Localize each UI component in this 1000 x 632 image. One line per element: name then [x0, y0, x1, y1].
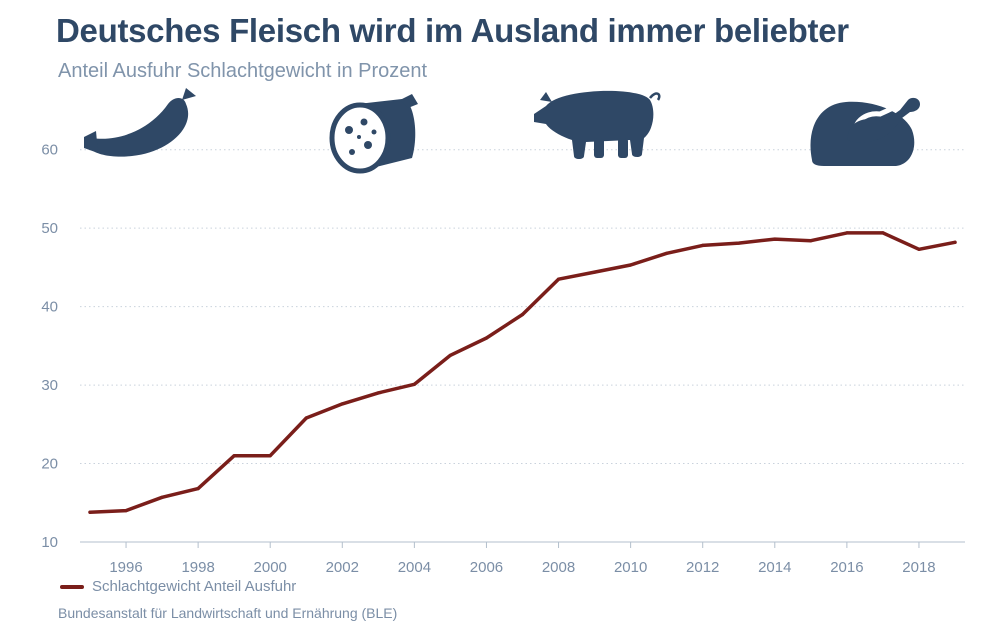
data-point — [304, 416, 308, 420]
data-point — [88, 510, 92, 514]
data-point — [124, 509, 128, 513]
legend-swatch — [60, 584, 84, 589]
data-point — [484, 336, 489, 340]
chart-subtitle: Anteil Ausfuhr Schlachtgewicht in Prozen… — [58, 60, 428, 82]
source-note: Bundesanstalt für Landwirtschaft und Ern… — [58, 605, 398, 621]
data-point — [593, 270, 597, 274]
data-point — [520, 312, 525, 317]
data-point — [196, 487, 200, 491]
data-point — [881, 231, 885, 235]
y-tick-label: 50 — [41, 220, 58, 237]
y-axis: 10 20 30 40 50 60 — [41, 142, 58, 551]
y-tick-label: 20 — [41, 456, 58, 473]
y-tick-label: 60 — [41, 142, 58, 159]
x-tick-label: 2006 — [470, 559, 503, 576]
data-point — [556, 277, 561, 281]
legend-label: Schlachtgewicht Anteil Ausfuhr — [92, 578, 297, 595]
x-tick-label: 1998 — [181, 559, 214, 576]
data-point — [340, 402, 344, 406]
data-point — [809, 239, 813, 243]
y-tick-label: 40 — [41, 299, 58, 316]
salami-icon — [329, 94, 418, 174]
y-tick-label: 10 — [41, 534, 58, 551]
x-tick-label: 2000 — [254, 559, 287, 576]
pig-icon — [534, 90, 661, 159]
x-tick-label: 1996 — [109, 559, 142, 576]
y-tick-label: 30 — [41, 377, 58, 394]
series-line — [88, 231, 957, 514]
roast-chicken-icon — [810, 97, 920, 166]
x-axis: 1996 1998 2000 2002 2004 2006 2008 2010 2012 2014… — [80, 541, 965, 576]
x-tick-label: 2014 — [758, 559, 791, 576]
x-tick-label: 2010 — [614, 559, 647, 576]
x-tick-label: 2008 — [542, 559, 575, 576]
series-group — [88, 231, 957, 514]
data-point — [268, 454, 272, 458]
gridlines — [80, 149, 965, 465]
data-point — [412, 382, 416, 386]
x-tick-label: 2004 — [398, 559, 431, 576]
x-tick-label: 2016 — [830, 559, 863, 576]
x-tick-label: 2018 — [902, 559, 935, 576]
data-point — [160, 495, 164, 499]
sausage-icon — [84, 88, 196, 157]
data-point — [953, 240, 957, 244]
x-tick-label: 2012 — [686, 559, 719, 576]
legend: Schlachtgewicht Anteil Ausfuhr — [60, 578, 296, 595]
chart-title: Deutsches Fleisch wird im Ausland immer … — [56, 12, 849, 49]
data-point — [917, 247, 921, 251]
x-tick-label: 2002 — [326, 559, 359, 576]
data-point — [665, 251, 669, 255]
data-point — [701, 243, 705, 247]
data-point — [845, 231, 849, 235]
data-point — [773, 237, 777, 241]
data-point — [232, 454, 236, 458]
data-point — [448, 353, 452, 357]
data-point — [376, 391, 380, 395]
data-point — [737, 241, 741, 245]
data-point — [629, 263, 633, 267]
